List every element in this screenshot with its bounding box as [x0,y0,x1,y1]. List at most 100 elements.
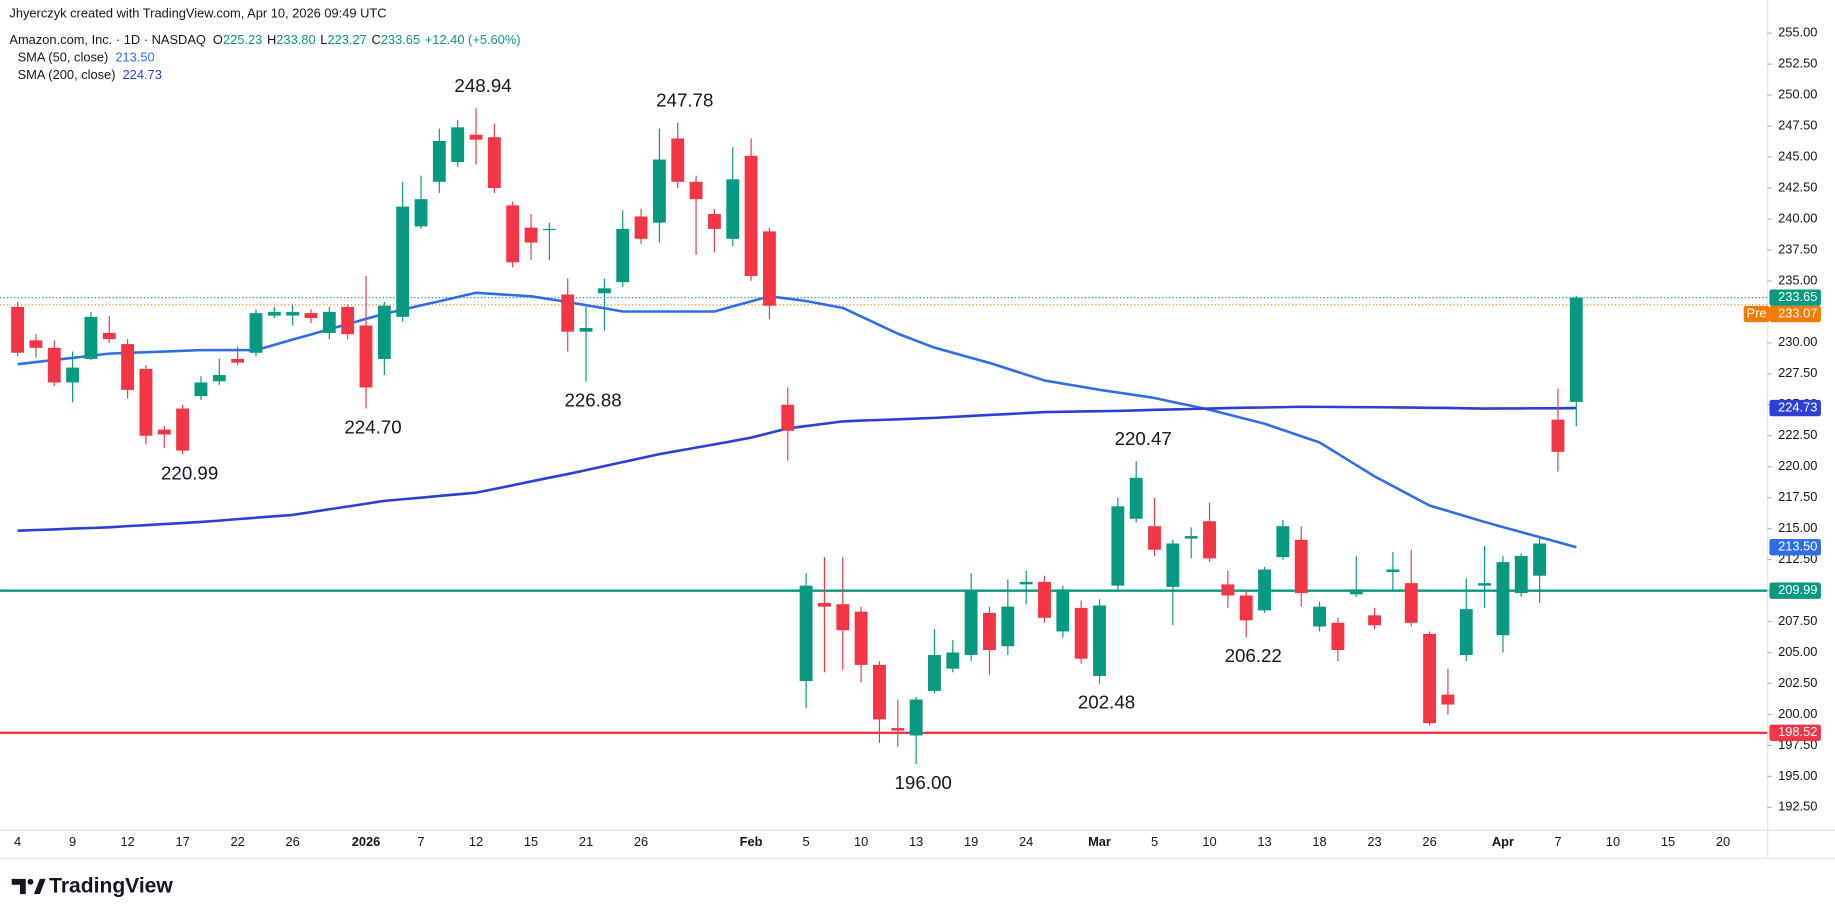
x-tick-label: 24 [1019,834,1033,849]
ohlc-value: 233.65 [381,32,420,47]
price-badge-prefix-box [1743,305,1770,323]
candle-body [1313,606,1326,627]
price-badge-label: 233.07 [1778,305,1817,320]
price-annotation: 248.94 [454,75,511,96]
candle-body [616,228,630,283]
candle-body [487,137,501,189]
candle-body [1001,606,1015,647]
y-tick-label: 222.50 [1778,427,1817,442]
candle-body [854,611,868,665]
x-tick-label: 5 [803,834,810,849]
logo-slash [33,878,46,895]
candle-body [909,699,923,736]
candle-body [102,332,116,340]
candle-body [1258,569,1271,611]
candle-body [212,375,226,382]
candle-body [726,179,740,239]
price-annotation: 220.99 [161,462,218,483]
candle-body [1056,589,1070,632]
candle-body [506,205,520,263]
price-badge [1769,582,1821,599]
ohlc-value: 223.27 [327,32,366,47]
x-tick-label: 7 [417,834,424,849]
legend-line: Amazon.com, Inc. · 1D · NASDAQ O225.23 H23… [9,32,520,47]
candle-body [377,305,391,359]
candle-body [194,382,208,397]
candle-body [597,288,611,294]
x-tick-label: 26 [634,834,648,849]
candle-body [1166,543,1180,587]
candle-body [1129,477,1143,519]
candle-body [1478,583,1492,586]
candle-body [1386,569,1400,572]
candle-body [762,231,776,306]
candle-body [176,408,190,451]
candle-body [469,134,483,140]
x-tick-label: 15 [1661,834,1675,849]
candle-body [1184,536,1198,539]
x-tick-label: Mar [1088,834,1111,849]
ohlc-key: H [267,32,276,47]
price-badge-label: 213.50 [1778,539,1817,554]
candle-body [873,664,886,720]
candle-body [47,347,61,383]
candle-body [836,604,850,631]
price-badge-prefix: Pre [1747,305,1767,320]
x-tick-label: Apr [1492,834,1514,849]
candle-body [1569,297,1583,402]
x-tick-label: 2026 [352,834,381,849]
footer-brand: TradingView [49,875,173,898]
y-tick-label: 200.00 [1778,706,1817,721]
y-tick-label: 255.00 [1778,25,1817,40]
y-tick-label: 247.50 [1778,117,1817,132]
candle-body [267,311,281,316]
candle-body [524,227,538,243]
candle-body [396,206,410,317]
candle-body [1239,595,1253,621]
x-tick-label: 20 [1716,834,1730,849]
candle-body [29,340,43,348]
candle-body [707,214,721,229]
candle-body [432,140,446,182]
indicator-legend: SMA (200, close) 224.73 [18,67,162,82]
candle-body [1423,633,1437,724]
candle-body [11,306,25,353]
price-badge [1769,399,1821,417]
indicator-name: SMA (50, close) [18,50,109,65]
x-tick-label: 15 [524,834,538,849]
y-tick-label: 217.50 [1778,489,1817,504]
x-tick-label: 22 [230,834,244,849]
price-badge-label: 209.99 [1778,582,1817,597]
sma-line [17,291,1577,549]
y-tick-label: 240.00 [1778,210,1817,225]
plot: 192.50195.00197.50200.00202.50205.00207.… [0,25,1821,849]
candle-body [781,404,795,431]
candle-body [1111,506,1125,586]
x-tick-label: 13 [1257,834,1271,849]
y-tick-label: 205.00 [1778,644,1817,659]
y-tick-label: 250.00 [1778,87,1817,102]
ohlc-value: 233.80 [276,32,315,47]
sma-line [17,405,1577,532]
x-tick-label: 12 [469,834,483,849]
y-tick-label: 235.00 [1778,272,1817,287]
candle-body [1441,694,1455,705]
candle-body [1148,526,1161,550]
price-annotation: 247.78 [656,89,713,110]
candle-body [1459,609,1473,655]
candle-body [341,306,355,335]
x-tick-label: 4 [14,834,21,849]
price-badge [1769,289,1821,306]
x-tick-label: 19 [964,834,978,849]
price-annotation: 226.88 [564,389,621,410]
candle-body [1074,607,1088,659]
candle-body [1294,539,1308,594]
y-tick-label: 202.50 [1778,675,1817,690]
candle-body [1349,589,1363,595]
price-badge [1769,724,1821,741]
candle-body [1038,581,1051,618]
price-annotation: 220.47 [1115,428,1172,449]
candle-body [359,325,373,388]
price-badge-label: 233.65 [1778,289,1817,304]
